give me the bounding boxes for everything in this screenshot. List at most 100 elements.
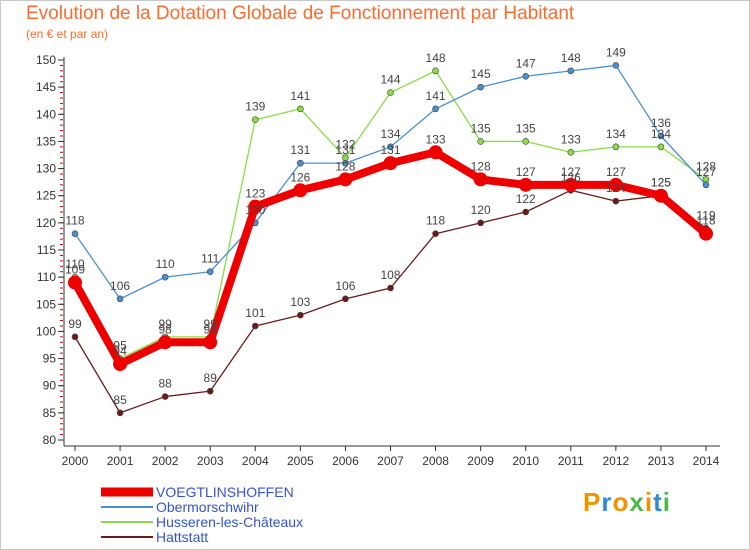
data-label-obermorschwihr: 131 xyxy=(290,143,310,157)
x-tick-label: 2007 xyxy=(377,454,404,468)
axes: 80 85 90 95 100 105 110 115 120 125 130 135 140 145 15… xyxy=(36,53,720,468)
data-label-husseren-les-ch-teaux: 135 xyxy=(471,121,491,135)
data-point-hattstatt xyxy=(71,333,79,341)
x-tick-label: 2010 xyxy=(512,454,539,468)
legend-label-husseren-les-ch-teaux: Husseren-les-Châteaux xyxy=(156,514,303,530)
data-point-voegtlinshoffen xyxy=(383,156,398,171)
x-tick-label: 2005 xyxy=(287,454,314,468)
y-tick-label: 120 xyxy=(36,216,56,230)
data-label-obermorschwihr: 141 xyxy=(426,89,446,103)
data-label-voegtlinshoffen: 123 xyxy=(245,187,265,201)
data-label-voegtlinshoffen: 125 xyxy=(651,176,671,190)
x-tick-label: 2013 xyxy=(648,454,675,468)
data-point-hattstatt xyxy=(612,197,620,205)
data-point-hattstatt xyxy=(161,393,169,400)
data-label-obermorschwihr: 111 xyxy=(201,252,220,266)
data-label-obermorschwihr: 147 xyxy=(516,56,536,70)
data-labels: 99 85 88 89 101 103 106 108 118 120 122 126 124 125 11… xyxy=(65,45,716,406)
data-label-hattstatt: 89 xyxy=(204,371,218,385)
y-tick-label: 95 xyxy=(43,352,57,366)
data-label-voegtlinshoffen: 98 xyxy=(204,322,218,336)
data-point-husseren-les-ch-teaux xyxy=(432,67,439,75)
data-point-voegtlinshoffen xyxy=(293,183,308,198)
legend: VOEGTLINSHOFFENObermorschwihrHusseren-le… xyxy=(101,484,303,545)
data-label-voegtlinshoffen: 98 xyxy=(158,322,172,336)
data-point-voegtlinshoffen xyxy=(68,275,82,290)
data-label-obermorschwihr: 136 xyxy=(651,116,671,130)
data-label-husseren-les-ch-teaux: 141 xyxy=(290,89,310,103)
data-point-hattstatt xyxy=(432,230,439,238)
data-label-husseren-les-ch-teaux: 132 xyxy=(335,138,355,152)
data-label-obermorschwihr: 149 xyxy=(606,45,626,59)
x-tick-label: 2009 xyxy=(467,454,494,468)
x-tick-label: 2000 xyxy=(62,454,89,468)
y-tick-label: 125 xyxy=(36,189,56,203)
x-tick-label: 2002 xyxy=(152,454,179,468)
data-point-husseren-les-ch-teaux xyxy=(567,148,575,156)
data-point-voegtlinshoffen xyxy=(473,172,488,187)
chart-title: Evolution de la Dotation Globale de Fonc… xyxy=(26,3,575,24)
y-tick-label: 150 xyxy=(36,53,56,67)
data-point-voegtlinshoffen xyxy=(563,177,578,192)
data-point-obermorschwihr xyxy=(161,273,169,281)
x-tick-label: 2011 xyxy=(558,454,584,468)
data-label-obermorschwihr: 127 xyxy=(696,165,716,179)
data-point-voegtlinshoffen xyxy=(608,177,623,192)
data-label-hattstatt: 124 xyxy=(606,181,626,195)
x-tick-label: 2006 xyxy=(332,454,359,468)
data-label-voegtlinshoffen: 94 xyxy=(113,344,127,358)
data-label-husseren-les-ch-teaux: 148 xyxy=(426,51,446,65)
data-point-hattstatt xyxy=(477,219,484,227)
data-label-voegtlinshoffen: 131 xyxy=(380,143,400,157)
data-point-voegtlinshoffen xyxy=(158,335,173,350)
data-point-obermorschwihr xyxy=(206,268,214,276)
data-label-husseren-les-ch-teaux: 134 xyxy=(651,127,671,141)
legend-label-hattstatt: Hattstatt xyxy=(156,529,208,545)
data-label-husseren-les-ch-teaux: 134 xyxy=(606,127,626,141)
x-tick-label: 2003 xyxy=(197,454,224,468)
x-tick-label: 2014 xyxy=(693,454,720,468)
data-point-obermorschwihr xyxy=(342,159,349,167)
data-label-hattstatt: 88 xyxy=(158,377,172,391)
data-point-obermorschwihr xyxy=(477,83,484,91)
chart-subtitle: (en € et par an) xyxy=(26,27,109,41)
data-label-husseren-les-ch-teaux: 99 xyxy=(158,317,172,331)
y-tick-label: 115 xyxy=(37,243,56,257)
data-label-obermorschwihr: 110 xyxy=(156,257,175,271)
data-point-hattstatt xyxy=(116,409,124,417)
data-label-hattstatt: 120 xyxy=(471,203,491,217)
data-label-hattstatt: 101 xyxy=(245,306,265,320)
data-label-hattstatt: 126 xyxy=(561,170,581,184)
data-point-obermorschwihr xyxy=(432,105,439,113)
data-point-obermorschwihr xyxy=(387,143,394,151)
data-label-hattstatt: 108 xyxy=(380,268,400,282)
data-point-obermorschwihr xyxy=(71,230,79,238)
proxiti-logo: Proxiti xyxy=(583,487,671,517)
data-point-voegtlinshoffen xyxy=(653,188,668,203)
data-label-obermorschwihr: 148 xyxy=(561,51,581,65)
data-point-voegtlinshoffen xyxy=(699,226,713,241)
data-point-obermorschwihr xyxy=(297,159,304,167)
data-label-husseren-les-ch-teaux: 133 xyxy=(561,132,581,146)
x-tick-label: 2004 xyxy=(242,454,269,468)
data-label-obermorschwihr: 145 xyxy=(471,67,491,81)
data-label-obermorschwihr: 118 xyxy=(65,214,84,228)
data-label-obermorschwihr: 106 xyxy=(110,279,130,293)
data-label-voegtlinshoffen: 109 xyxy=(65,263,85,277)
data-point-voegtlinshoffen xyxy=(428,145,443,160)
data-point-voegtlinshoffen xyxy=(518,177,533,192)
data-label-hattstatt: 119 xyxy=(696,208,715,222)
data-label-husseren-les-ch-teaux: 139 xyxy=(245,100,265,114)
legend-label-obermorschwihr: Obermorschwihr xyxy=(156,499,259,515)
data-point-husseren-les-ch-teaux xyxy=(657,143,665,151)
data-point-voegtlinshoffen xyxy=(203,335,218,350)
data-label-voegtlinshoffen: 128 xyxy=(335,159,355,173)
y-tick-label: 90 xyxy=(43,379,57,393)
data-label-hattstatt: 106 xyxy=(335,279,355,293)
data-label-voegtlinshoffen: 127 xyxy=(606,165,626,179)
data-label-husseren-les-ch-teaux: 110 xyxy=(65,257,84,271)
data-point-obermorschwihr xyxy=(657,132,665,140)
data-label-voegtlinshoffen: 118 xyxy=(696,214,715,228)
y-tick-label: 130 xyxy=(36,162,56,176)
data-point-husseren-les-ch-teaux xyxy=(297,105,304,113)
